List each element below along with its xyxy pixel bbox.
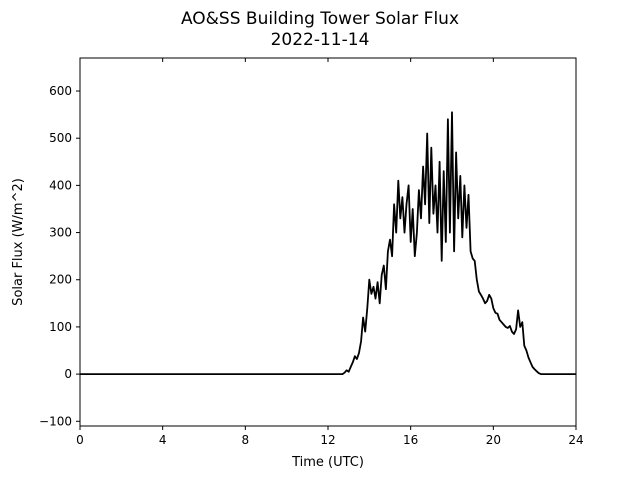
plot-frame	[79, 57, 577, 427]
chart-subtitle: 2022-11-14	[271, 30, 370, 50]
x-tick-label: 8	[242, 433, 250, 447]
x-tick-label: 4	[159, 433, 167, 447]
y-tick-label: 600	[49, 84, 72, 98]
y-tick-label: 100	[49, 320, 72, 334]
x-tick-label: 12	[320, 433, 335, 447]
x-axis-ticks: 0 4 8 12 16 20 24	[76, 58, 584, 447]
y-axis-label: Solar Flux (W/m^2)	[11, 178, 26, 306]
y-tick-label: 0	[64, 367, 72, 381]
solar-flux-line	[80, 111, 576, 376]
x-tick-label: 20	[486, 433, 501, 447]
y-tick-label: 300	[49, 226, 72, 240]
y-tick-label: 200	[49, 273, 72, 287]
y-tick-label: 400	[49, 178, 72, 192]
y-tick-label: −100	[39, 414, 72, 428]
x-axis-label: Time (UTC)	[291, 455, 364, 470]
x-tick-label: 16	[403, 433, 418, 447]
x-tick-label: 0	[76, 433, 84, 447]
chart-title: AO&SS Building Tower Solar Flux	[181, 9, 459, 29]
y-axis-ticks: −100 0 100 200 300 400 500 600	[39, 84, 80, 428]
x-tick-label: 24	[568, 433, 583, 447]
y-tick-label: 500	[49, 131, 72, 145]
